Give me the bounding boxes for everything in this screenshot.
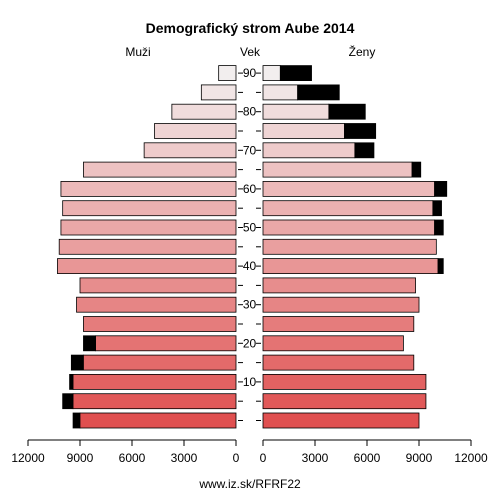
female-bar — [262, 84, 299, 101]
female-excess-bar — [434, 219, 444, 236]
age-tick-label: 80 — [243, 105, 257, 119]
x-tick-label-left: 12000 — [11, 451, 45, 465]
male-bar — [76, 296, 237, 313]
x-tick-label-right: 12000 — [454, 451, 488, 465]
male-bar — [200, 84, 237, 101]
age-tick-label: 50 — [243, 221, 257, 235]
age-tick-label: 40 — [243, 259, 257, 273]
center-axis-label: Vek — [240, 45, 261, 59]
male-excess-bar — [83, 335, 97, 352]
x-tick-label-right: 3000 — [302, 451, 329, 465]
x-tick-label-left: 3000 — [171, 451, 198, 465]
male-excess-bar — [70, 354, 84, 371]
male-bar — [62, 200, 237, 217]
female-bar — [262, 354, 415, 371]
chart-title: Demografický strom Aube 2014 — [146, 20, 355, 36]
age-tick-label: 60 — [243, 182, 257, 196]
male-bar — [79, 412, 237, 429]
female-excess-bar — [297, 84, 340, 101]
male-excess-bar — [69, 373, 74, 390]
female-bar — [262, 161, 413, 178]
footer-source: www.iz.sk/RFRF22 — [198, 477, 301, 491]
female-bar — [262, 238, 437, 255]
female-excess-bar — [432, 200, 442, 217]
male-bar — [57, 258, 237, 275]
male-bar — [218, 65, 237, 81]
female-bar — [262, 335, 404, 352]
female-bar — [262, 277, 416, 294]
male-bar — [171, 103, 237, 120]
female-bar — [262, 316, 415, 332]
x-axis-left: 12000 9000 6000 3000 0 — [11, 439, 240, 465]
x-tick-label-left: 9000 — [67, 451, 94, 465]
female-bar — [262, 142, 356, 159]
female-excess-bar — [411, 161, 422, 178]
female-excess-bar — [437, 258, 444, 275]
female-bar — [262, 103, 330, 120]
female-bar — [262, 123, 345, 139]
male-excess-bar — [62, 393, 74, 410]
male-bar — [58, 238, 237, 255]
female-excess-bar — [328, 103, 366, 120]
female-bars — [262, 65, 448, 429]
male-bar — [60, 180, 237, 197]
male-bars — [57, 65, 237, 429]
male-excess-bar — [72, 412, 81, 429]
female-bar — [262, 393, 427, 410]
x-axis-right: 0 3000 6000 9000 12000 — [260, 439, 488, 465]
male-bar — [83, 161, 237, 178]
female-bar — [262, 65, 281, 81]
x-tick-label-right: 6000 — [354, 451, 381, 465]
male-bar — [79, 277, 237, 294]
male-bar — [154, 123, 237, 139]
age-tick-label: 70 — [243, 143, 257, 157]
male-bar — [72, 373, 237, 390]
age-tick-label: 30 — [243, 298, 257, 312]
x-tick-label-left: 0 — [233, 451, 240, 465]
female-excess-bar — [354, 142, 375, 159]
x-tick-label-right: 9000 — [406, 451, 433, 465]
x-tick-label-right: 0 — [260, 451, 267, 465]
male-bar — [95, 335, 237, 352]
female-bar — [262, 200, 434, 217]
age-axis: 10 20 30 40 50 60 70 80 90 — [238, 66, 261, 421]
female-excess-bar — [344, 123, 377, 139]
male-bar — [143, 142, 237, 159]
female-excess-bar — [434, 180, 448, 197]
age-tick-label: 90 — [243, 66, 257, 80]
female-bar — [262, 219, 436, 236]
male-bar — [60, 219, 237, 236]
male-bar — [72, 393, 237, 410]
female-bar — [262, 412, 420, 429]
right-series-label: Ženy — [349, 44, 376, 59]
left-series-label: Muži — [125, 45, 150, 59]
female-bar — [262, 180, 436, 197]
female-bar — [262, 373, 427, 390]
age-tick-label: 10 — [243, 375, 257, 389]
age-tick-label: 20 — [243, 336, 257, 350]
x-tick-label-left: 6000 — [119, 451, 146, 465]
female-excess-bar — [279, 65, 312, 81]
female-bar — [262, 296, 420, 313]
male-bar — [83, 354, 237, 371]
male-bar — [83, 316, 237, 332]
female-bar — [262, 258, 439, 275]
